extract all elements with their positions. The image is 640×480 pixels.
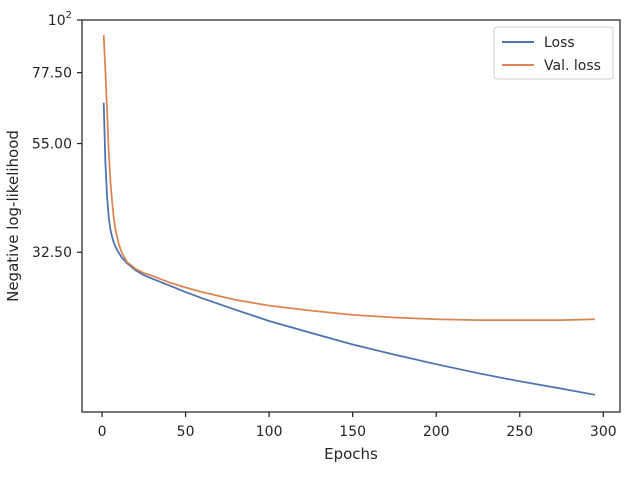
x-axis: 0 50 100 150 200 250 300 [98, 412, 617, 440]
x-tick-label: 300 [590, 424, 617, 440]
legend: Loss Val. loss [493, 26, 614, 80]
series-line-loss [102, 102, 596, 396]
y-axis: 32.50 55.00 77.50 102 [32, 10, 82, 261]
series-line-val-loss [102, 34, 595, 321]
legend-label-val-loss: Val. loss [544, 58, 601, 74]
x-tick-label: 100 [256, 424, 283, 440]
x-tick-label: 250 [506, 424, 533, 440]
y-tick-label: 32.50 [32, 245, 72, 261]
y-tick-label: 55.00 [32, 137, 72, 153]
y-tick-label: 77.50 [32, 66, 72, 82]
y-tick-label: 102 [48, 10, 72, 29]
x-tick-label: 200 [423, 424, 450, 440]
x-tick-label: 150 [339, 424, 366, 440]
plot-frame [81, 19, 621, 413]
x-tick-label: 0 [98, 424, 107, 440]
y-axis-label: Negative log-likelihood [4, 130, 22, 302]
x-axis-label: Epochs [324, 445, 378, 463]
x-tick-label: 50 [177, 424, 195, 440]
legend-label-loss: Loss [544, 35, 575, 51]
plot-marks [102, 34, 596, 396]
